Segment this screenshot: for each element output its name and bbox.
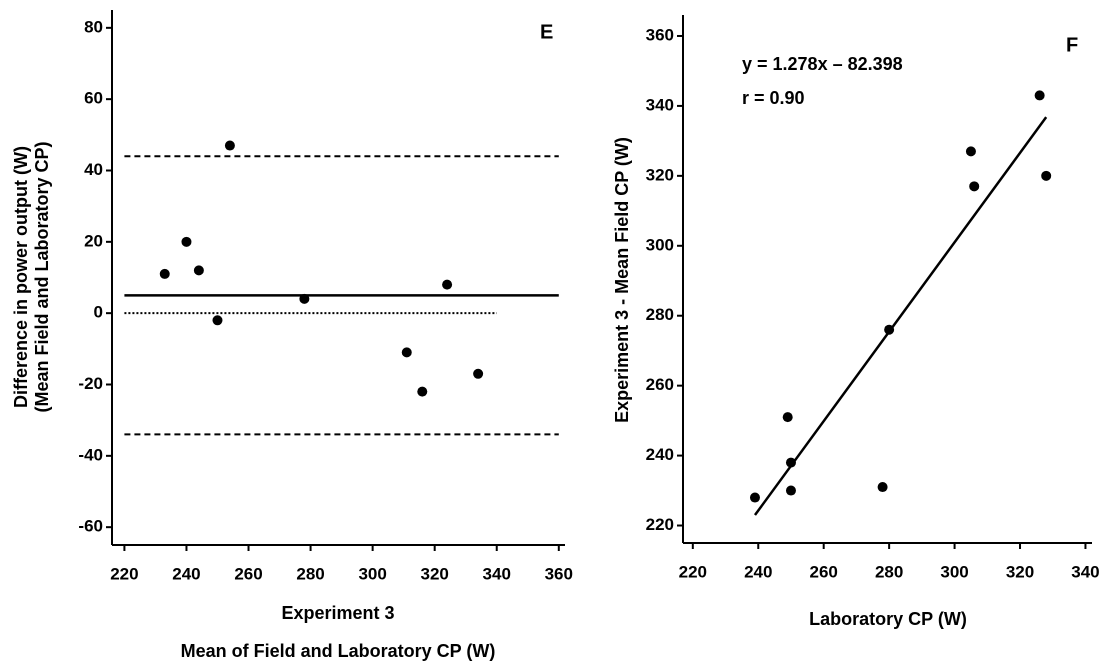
x-tick-label: 340	[1071, 562, 1099, 581]
point	[1034, 90, 1045, 101]
annotation: y = 1.278x – 82.398	[742, 54, 903, 74]
point	[224, 140, 235, 151]
x-tick-label: 240	[744, 562, 772, 581]
y-tick-label: 320	[646, 165, 674, 184]
annotation: r = 0.90	[742, 88, 805, 108]
point	[401, 347, 412, 358]
y-tick-label: 0	[94, 303, 103, 322]
point	[1041, 170, 1052, 181]
x-tick-label: 240	[172, 564, 200, 583]
y-axis-label: (Mean Field and Laboratory CP)	[32, 141, 52, 412]
x-tick-label: 280	[296, 564, 324, 583]
x-tick-label: 300	[358, 564, 386, 583]
y-axis-label: Difference in power output (W)	[11, 146, 31, 408]
point	[785, 457, 796, 468]
y-tick-label: -20	[78, 374, 103, 393]
y-tick-label: 360	[646, 25, 674, 44]
point	[417, 386, 428, 397]
regression-line	[753, 116, 1048, 516]
y-tick-label: 340	[646, 95, 674, 114]
y-tick-label: 220	[646, 515, 674, 534]
y-tick-label: 80	[84, 17, 103, 36]
point	[193, 265, 204, 276]
x-tick-label: 280	[875, 562, 903, 581]
y-tick-label: -40	[78, 445, 103, 464]
x-tick-label: 220	[110, 564, 138, 583]
point	[299, 293, 310, 304]
y-tick-label: 280	[646, 305, 674, 324]
point	[749, 492, 760, 503]
point	[969, 181, 980, 192]
point	[877, 482, 888, 493]
panel-label: E	[540, 21, 553, 43]
panel-label: F	[1066, 34, 1078, 56]
x-axis-label: Laboratory CP (W)	[809, 609, 967, 629]
x-axis-label: Experiment 3	[281, 603, 394, 623]
x-tick-label: 300	[940, 562, 968, 581]
point	[473, 368, 484, 379]
point	[181, 236, 192, 247]
x-tick-label: 220	[679, 562, 707, 581]
x-tick-label: 320	[1006, 562, 1034, 581]
point	[782, 412, 793, 423]
y-axis-label: Experiment 3 - Mean Field CP (W)	[612, 137, 632, 423]
x-tick-label: 360	[545, 564, 573, 583]
y-tick-label: 240	[646, 445, 674, 464]
x-tick-label: 340	[483, 564, 511, 583]
point	[442, 279, 453, 290]
point	[159, 268, 170, 279]
y-tick-label: 60	[84, 89, 103, 108]
y-tick-label: 20	[84, 231, 103, 250]
point	[212, 315, 223, 326]
y-tick-label: 260	[646, 375, 674, 394]
y-tick-label: 40	[84, 160, 103, 179]
y-tick-label: -60	[78, 517, 103, 536]
x-tick-label: 260	[810, 562, 838, 581]
x-tick-label: 320	[420, 564, 448, 583]
point	[785, 485, 796, 496]
point	[884, 324, 895, 335]
point	[965, 146, 976, 157]
x-tick-label: 260	[234, 564, 262, 583]
y-tick-label: 300	[646, 235, 674, 254]
x-axis-label: Mean of Field and Laboratory CP (W)	[181, 641, 496, 661]
